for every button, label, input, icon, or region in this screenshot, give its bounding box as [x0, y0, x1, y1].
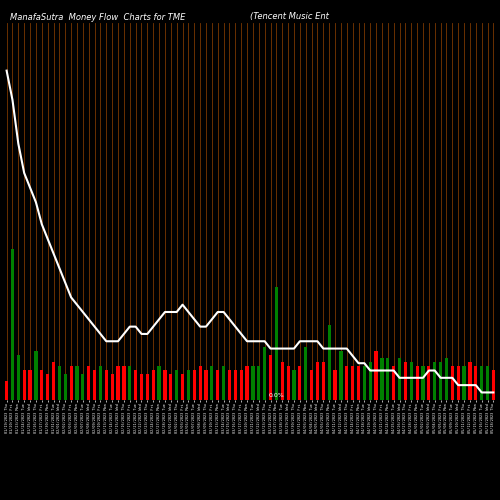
Bar	[93, 370, 96, 400]
Bar	[198, 366, 202, 400]
Bar	[428, 366, 430, 400]
Text: ManafaSutra  Money Flow  Charts for TME: ManafaSutra Money Flow Charts for TME	[10, 12, 186, 22]
Bar	[28, 370, 32, 400]
Bar	[316, 362, 319, 400]
Bar	[363, 366, 366, 400]
Bar	[328, 324, 331, 400]
Bar	[175, 370, 178, 400]
Bar	[292, 370, 296, 400]
Bar	[304, 347, 308, 400]
Bar	[16, 354, 20, 400]
Bar	[34, 351, 37, 400]
Bar	[416, 366, 419, 400]
Bar	[257, 366, 260, 400]
Bar	[58, 366, 61, 400]
Bar	[246, 366, 248, 400]
Bar	[392, 366, 396, 400]
Bar	[134, 370, 137, 400]
Bar	[357, 366, 360, 400]
Bar	[322, 362, 325, 400]
Bar	[492, 370, 495, 400]
Bar	[40, 370, 43, 400]
Bar	[140, 374, 143, 400]
Bar	[240, 370, 243, 400]
Bar	[398, 358, 401, 400]
Bar	[87, 366, 90, 400]
Bar	[99, 366, 102, 400]
Bar	[252, 366, 254, 400]
Bar	[104, 370, 108, 400]
Bar	[110, 374, 114, 400]
Bar	[456, 366, 460, 400]
Bar	[286, 366, 290, 400]
Bar	[128, 366, 132, 400]
Bar	[164, 370, 166, 400]
Bar	[280, 362, 284, 400]
Bar	[192, 370, 196, 400]
Bar	[269, 354, 272, 400]
Bar	[310, 370, 313, 400]
Bar	[334, 370, 336, 400]
Bar	[433, 362, 436, 400]
Bar	[122, 366, 126, 400]
Bar	[204, 370, 208, 400]
Bar	[81, 374, 84, 400]
Bar	[368, 362, 372, 400]
Bar	[439, 362, 442, 400]
Bar	[445, 358, 448, 400]
Bar	[64, 374, 67, 400]
Bar	[450, 366, 454, 400]
Bar	[146, 374, 149, 400]
Bar	[216, 370, 220, 400]
Bar	[116, 366, 119, 400]
Bar	[468, 362, 471, 400]
Bar	[340, 351, 342, 400]
Bar	[345, 366, 348, 400]
Bar	[386, 358, 390, 400]
Text: 0.0%: 0.0%	[268, 393, 284, 398]
Bar	[76, 366, 78, 400]
Bar	[410, 362, 413, 400]
Bar	[422, 366, 424, 400]
Bar	[275, 286, 278, 400]
Bar	[70, 366, 72, 400]
Bar	[187, 370, 190, 400]
Text: (Tencent Music Ent: (Tencent Music Ent	[250, 12, 329, 22]
Bar	[374, 351, 378, 400]
Bar	[234, 370, 237, 400]
Bar	[228, 370, 231, 400]
Bar	[263, 347, 266, 400]
Bar	[380, 358, 384, 400]
Bar	[5, 381, 8, 400]
Bar	[210, 366, 214, 400]
Bar	[181, 374, 184, 400]
Bar	[11, 249, 14, 400]
Bar	[169, 374, 172, 400]
Bar	[298, 366, 302, 400]
Bar	[480, 366, 484, 400]
Bar	[152, 370, 155, 400]
Bar	[474, 366, 478, 400]
Bar	[22, 370, 26, 400]
Bar	[158, 366, 160, 400]
Bar	[404, 362, 407, 400]
Bar	[462, 366, 466, 400]
Bar	[52, 362, 55, 400]
Bar	[486, 366, 489, 400]
Bar	[351, 366, 354, 400]
Bar	[46, 374, 50, 400]
Bar	[222, 366, 225, 400]
